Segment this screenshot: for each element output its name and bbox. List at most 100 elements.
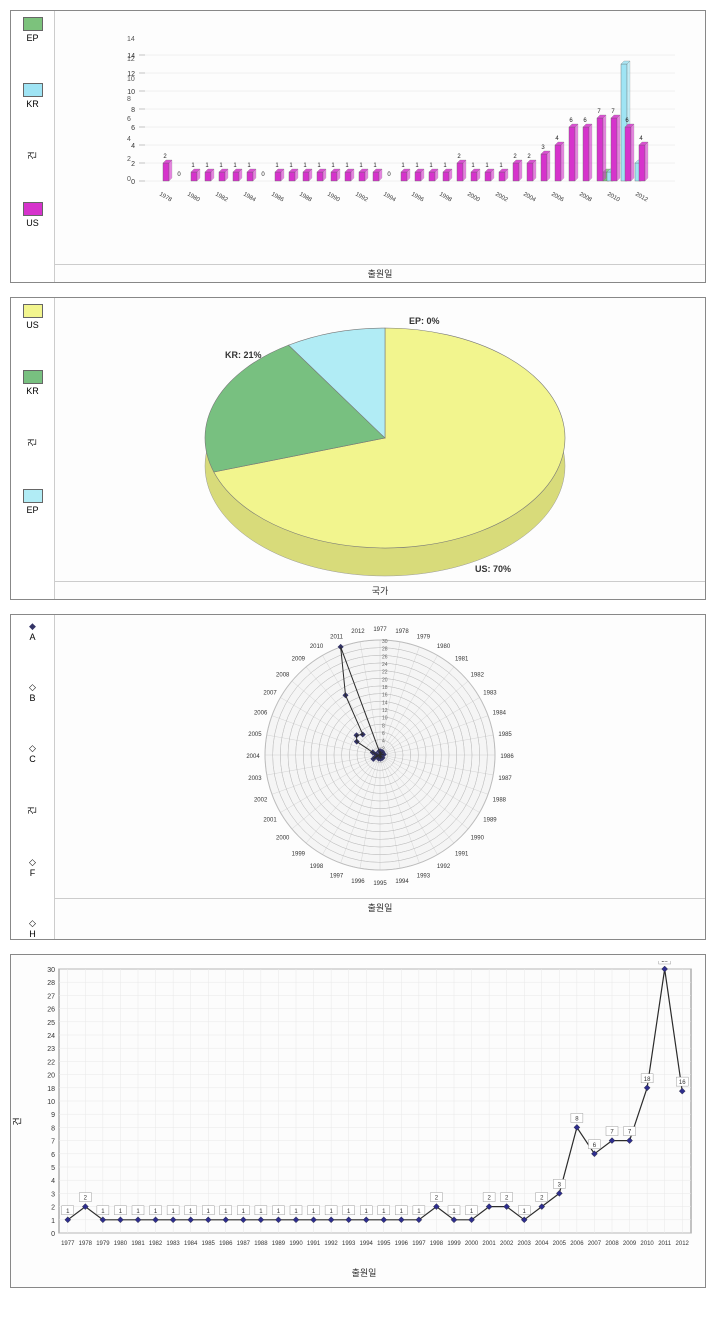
svg-text:10: 10: [47, 1099, 55, 1106]
svg-text:12: 12: [382, 708, 388, 714]
svg-text:0: 0: [387, 172, 391, 178]
svg-text:2010: 2010: [310, 644, 324, 650]
svg-text:26: 26: [382, 654, 388, 660]
pie3d-xlabel: 국가: [55, 581, 705, 599]
svg-text:1: 1: [233, 163, 237, 169]
svg-text:1977: 1977: [373, 627, 387, 633]
pie3d-ylabel: 건: [26, 438, 39, 446]
svg-text:2012: 2012: [634, 192, 649, 204]
svg-text:1980: 1980: [186, 192, 201, 204]
svg-text:1983: 1983: [483, 691, 497, 697]
line-panel: 건 01234567891018202223242526272830197719…: [10, 954, 706, 1288]
svg-text:1994: 1994: [360, 1241, 374, 1247]
svg-text:18: 18: [644, 1077, 651, 1083]
svg-text:1980: 1980: [114, 1241, 128, 1247]
line-body: 0123456789101820222324252627283019771978…: [23, 955, 705, 1287]
svg-text:1979: 1979: [96, 1241, 110, 1247]
svg-text:1984: 1984: [242, 192, 257, 204]
svg-text:1: 1: [443, 163, 447, 169]
svg-text:1: 1: [331, 163, 335, 169]
svg-text:1980: 1980: [437, 644, 451, 650]
svg-text:4: 4: [51, 1178, 55, 1185]
svg-text:1990: 1990: [326, 192, 341, 204]
svg-text:25: 25: [47, 1020, 55, 1027]
svg-text:5: 5: [51, 1165, 55, 1172]
svg-text:1987: 1987: [237, 1241, 251, 1247]
svg-text:3: 3: [541, 145, 545, 151]
svg-text:2011: 2011: [330, 635, 344, 641]
svg-text:2011: 2011: [658, 1241, 672, 1247]
svg-text:6: 6: [131, 125, 135, 132]
svg-text:1993: 1993: [342, 1241, 356, 1247]
svg-text:1999: 1999: [447, 1241, 461, 1247]
svg-text:1992: 1992: [324, 1241, 338, 1247]
svg-text:1988: 1988: [254, 1241, 268, 1247]
svg-text:6: 6: [583, 118, 587, 124]
svg-text:20: 20: [47, 1073, 55, 1080]
svg-text:24: 24: [47, 1033, 55, 1040]
svg-text:2006: 2006: [550, 192, 565, 204]
bar3d-svg: 0246810121402468101214201111101111111101…: [55, 11, 705, 261]
svg-text:0: 0: [261, 172, 265, 178]
legend-item-ep2: EP: [23, 489, 43, 515]
svg-text:16: 16: [382, 693, 388, 699]
radar-body: 1977197819791980198119821983198419851986…: [55, 615, 705, 939]
svg-text:2: 2: [513, 154, 517, 160]
svg-text:22: 22: [382, 670, 388, 676]
legend-item-kr: KR: [23, 83, 43, 109]
svg-text:1: 1: [219, 163, 223, 169]
svg-text:2007: 2007: [263, 691, 277, 697]
svg-text:0: 0: [131, 179, 135, 186]
svg-text:2: 2: [163, 154, 167, 160]
svg-text:2012: 2012: [351, 629, 365, 635]
svg-text:1: 1: [191, 163, 195, 169]
svg-text:8: 8: [131, 107, 135, 114]
svg-text:30: 30: [47, 967, 55, 974]
bar3d-xlabel: 출원일: [55, 264, 705, 282]
svg-text:0: 0: [177, 172, 181, 178]
svg-text:1988: 1988: [298, 192, 313, 204]
svg-text:2: 2: [457, 154, 461, 160]
svg-text:1992: 1992: [354, 192, 369, 204]
line-svg: 0123456789101820222324252627283019771978…: [29, 961, 699, 1261]
svg-text:1994: 1994: [382, 192, 397, 204]
svg-text:16: 16: [679, 1080, 686, 1086]
svg-text:6: 6: [382, 731, 385, 737]
svg-text:1996: 1996: [395, 1241, 409, 1247]
svg-text:1: 1: [345, 163, 349, 169]
radar-svg: 1977197819791980198119821983198419851986…: [55, 615, 705, 895]
svg-text:KR: 21%: KR: 21%: [225, 350, 262, 360]
svg-text:1979: 1979: [417, 635, 431, 641]
svg-text:1999: 1999: [292, 851, 306, 857]
svg-text:7: 7: [597, 109, 601, 115]
pie3d-panel: US KR 건 EP US: 70%KR: 21%EP: 0% 국가: [10, 297, 706, 600]
legend-label-kr2: KR: [26, 386, 39, 396]
legend-item-f: ◇F: [29, 857, 36, 878]
svg-text:4: 4: [639, 136, 643, 142]
svg-text:1982: 1982: [149, 1241, 163, 1247]
svg-text:12: 12: [127, 71, 135, 78]
svg-text:14: 14: [382, 700, 388, 706]
svg-text:1985: 1985: [498, 732, 512, 738]
svg-text:1989: 1989: [272, 1241, 286, 1247]
svg-text:1982: 1982: [471, 672, 485, 678]
svg-text:1986: 1986: [500, 754, 514, 760]
svg-text:1998: 1998: [430, 1241, 444, 1247]
legend-swatch-kr2: [23, 370, 43, 384]
svg-text:30: 30: [661, 961, 668, 964]
svg-text:14: 14: [127, 36, 135, 43]
svg-text:26: 26: [47, 1007, 55, 1014]
svg-text:US: 70%: US: 70%: [475, 564, 511, 574]
svg-text:1988: 1988: [493, 797, 507, 803]
svg-text:7: 7: [51, 1139, 55, 1146]
svg-text:2006: 2006: [570, 1241, 584, 1247]
svg-text:1983: 1983: [166, 1241, 180, 1247]
svg-text:2008: 2008: [276, 672, 290, 678]
svg-text:2008: 2008: [605, 1241, 619, 1247]
svg-text:1981: 1981: [455, 657, 469, 663]
svg-text:4: 4: [131, 143, 135, 150]
svg-text:1986: 1986: [219, 1241, 233, 1247]
svg-text:8: 8: [382, 723, 385, 729]
svg-text:1996: 1996: [410, 192, 425, 204]
legend-item-kr2: KR: [23, 370, 43, 396]
